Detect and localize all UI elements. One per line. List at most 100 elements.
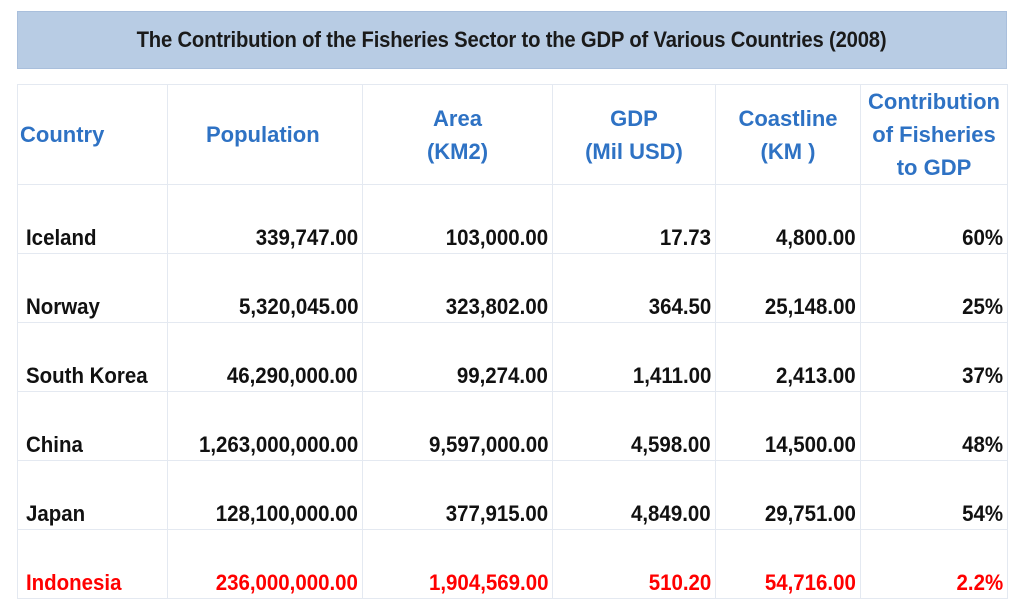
cell-area: 323,802.00: [362, 253, 553, 323]
cell-country: Norway: [17, 253, 168, 323]
column-header-contribution: Contribution of Fisheries to GDP: [860, 84, 1008, 185]
table-row-norway: Norway 5,320,045.00 323,802.00 364.50 25,148…: [17, 253, 1008, 323]
cell-gdp: 17.73: [552, 184, 716, 254]
cell-population: 5,320,045.00: [167, 253, 363, 323]
table-row-iceland: Iceland 339,747.00 103,000.00 17.73 4,800.00…: [17, 184, 1008, 254]
column-header-coastline-line: Coastline: [738, 105, 838, 131]
cell-gdp: 4,598.00: [552, 391, 716, 461]
cell-contribution: 25%: [860, 253, 1008, 323]
cell-coastline: 4,800.00: [715, 184, 861, 254]
cell-area-value: 1,904,569.00: [428, 570, 548, 595]
table-body: Iceland 339,747.00 103,000.00 17.73 4,800.00…: [17, 184, 1008, 599]
cell-contribution-value: 54%: [962, 501, 1003, 526]
cell-area-value: 9,597,000.00: [428, 432, 548, 457]
header-row: Country Population Area (KM2) GDP (Mil USD) Co…: [17, 84, 1008, 185]
cell-population: 46,290,000.00: [167, 322, 363, 392]
column-header-population-line: Population: [206, 122, 320, 147]
cell-contribution: 2.2%: [860, 529, 1008, 599]
cell-contribution-value: 2.2%: [956, 570, 1003, 595]
cell-coastline: 2,413.00: [715, 322, 861, 392]
cell-coastline: 25,148.00: [715, 253, 861, 323]
cell-country-value: China: [26, 432, 83, 457]
cell-population-value: 46,290,000.00: [227, 363, 358, 388]
fisheries-table: Country Population Area (KM2) GDP (Mil USD) Co…: [17, 84, 1008, 599]
column-header-coastline-line: (KM ): [760, 138, 816, 164]
cell-coastline-value: 54,716.00: [764, 570, 856, 595]
cell-area-value: 377,915.00: [445, 501, 548, 526]
cell-contribution: 60%: [860, 184, 1008, 254]
cell-population-value: 236,000,000.00: [215, 570, 358, 595]
cell-gdp: 510.20: [552, 529, 716, 599]
table-title: The Contribution of the Fisheries Sector…: [137, 27, 887, 52]
cell-area-value: 99,274.00: [456, 363, 548, 388]
column-header-coastline: Coastline (KM ): [715, 84, 861, 185]
cell-gdp-value: 510.20: [648, 570, 711, 595]
column-header-gdp: GDP (Mil USD): [552, 84, 716, 185]
cell-contribution: 48%: [860, 391, 1008, 461]
cell-area: 377,915.00: [362, 460, 553, 530]
cell-country: South Korea: [17, 322, 168, 392]
cell-country: Iceland: [17, 184, 168, 254]
cell-area: 1,904,569.00: [362, 529, 553, 599]
cell-country: Indonesia: [17, 529, 168, 599]
cell-coastline: 29,751.00: [715, 460, 861, 530]
column-header-gdp-line: (Mil USD): [585, 138, 683, 164]
cell-country-value: South Korea: [26, 363, 148, 388]
column-header-population: Population: [167, 84, 363, 185]
cell-contribution-value: 48%: [962, 432, 1003, 457]
column-header-gdp-line: GDP: [610, 105, 658, 131]
cell-population-value: 5,320,045.00: [238, 294, 358, 319]
cell-coastline-value: 14,500.00: [764, 432, 856, 457]
column-header-area-line: Area: [433, 105, 482, 131]
cell-population-value: 339,747.00: [255, 225, 358, 250]
cell-gdp: 364.50: [552, 253, 716, 323]
table-row-japan: Japan 128,100,000.00 377,915.00 4,849.00 29,…: [17, 460, 1008, 530]
column-header-area: Area (KM2): [362, 84, 553, 185]
cell-contribution: 37%: [860, 322, 1008, 392]
cell-contribution-value: 60%: [962, 225, 1003, 250]
cell-gdp-value: 364.50: [648, 294, 711, 319]
column-header-country-line: Country: [20, 122, 105, 147]
cell-gdp: 1,411.00: [552, 322, 716, 392]
cell-country: China: [17, 391, 168, 461]
cell-population: 1,263,000,000.00: [167, 391, 363, 461]
cell-population: 236,000,000.00: [167, 529, 363, 599]
cell-area-value: 103,000.00: [445, 225, 548, 250]
cell-gdp-value: 4,849.00: [631, 501, 711, 526]
cell-gdp: 4,849.00: [552, 460, 716, 530]
cell-contribution: 54%: [860, 460, 1008, 530]
cell-population: 339,747.00: [167, 184, 363, 254]
cell-country-value: Norway: [26, 294, 100, 319]
column-header-contribution-line: Contribution: [868, 89, 1000, 114]
cell-area-value: 323,802.00: [445, 294, 548, 319]
cell-country-value: Japan: [26, 501, 86, 526]
cell-country-value: Indonesia: [26, 570, 122, 595]
cell-population-value: 1,263,000,000.00: [198, 432, 358, 457]
cell-country-value: Iceland: [26, 225, 97, 250]
column-header-contribution-line: of Fisheries: [872, 122, 996, 147]
cell-area: 9,597,000.00: [362, 391, 553, 461]
table-row-indonesia: Indonesia 236,000,000.00 1,904,569.00 510.2…: [17, 529, 1008, 599]
cell-coastline-value: 29,751.00: [764, 501, 856, 526]
table-title-banner: The Contribution of the Fisheries Sector…: [17, 11, 1007, 69]
cell-gdp-value: 4,598.00: [631, 432, 711, 457]
cell-coastline: 14,500.00: [715, 391, 861, 461]
cell-gdp-value: 17.73: [659, 225, 711, 250]
column-header-area-line: (KM2): [426, 138, 489, 164]
cell-population-value: 128,100,000.00: [215, 501, 358, 526]
cell-coastline: 54,716.00: [715, 529, 861, 599]
cell-coastline-value: 2,413.00: [776, 363, 856, 388]
table-row-china: China 1,263,000,000.00 9,597,000.00 4,598.0…: [17, 391, 1008, 461]
column-header-country: Country: [17, 84, 168, 185]
cell-coastline-value: 25,148.00: [764, 294, 856, 319]
table-row-south-korea: South Korea 46,290,000.00 99,274.00 1,411.0…: [17, 322, 1008, 392]
cell-country: Japan: [17, 460, 168, 530]
cell-gdp-value: 1,411.00: [632, 363, 711, 388]
cell-contribution-value: 25%: [962, 294, 1003, 319]
cell-population: 128,100,000.00: [167, 460, 363, 530]
column-header-contribution-line: to GDP: [896, 155, 972, 180]
cell-area: 103,000.00: [362, 184, 553, 254]
cell-area: 99,274.00: [362, 322, 553, 392]
cell-contribution-value: 37%: [962, 363, 1003, 388]
cell-coastline-value: 4,800.00: [776, 225, 856, 250]
